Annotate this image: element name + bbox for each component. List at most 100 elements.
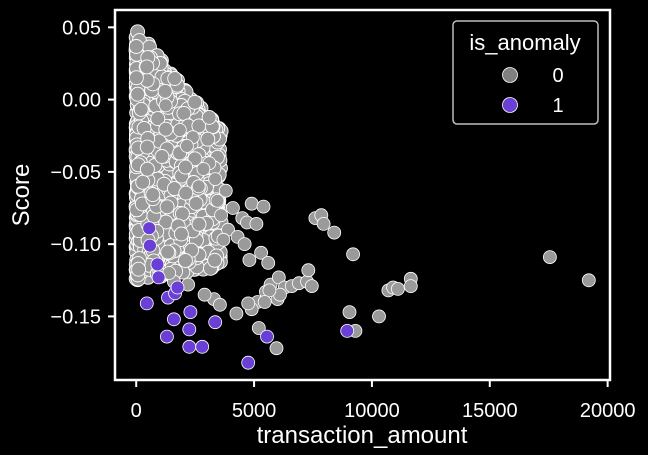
point-series-1 — [260, 329, 274, 344]
point-series-1 — [208, 315, 223, 330]
legend-title: is_anomaly — [469, 30, 580, 55]
dense-point — [154, 149, 170, 164]
dense-point — [178, 159, 193, 175]
point-series-0 — [581, 273, 596, 288]
point-series-0 — [543, 250, 557, 265]
point-series-0 — [172, 123, 187, 137]
point-series-0 — [254, 245, 269, 260]
y-axis-label: Score — [8, 164, 35, 227]
point-series-0 — [225, 201, 240, 215]
dense-point — [207, 252, 223, 268]
point-series-1 — [150, 257, 165, 272]
point-series-0 — [249, 216, 264, 231]
point-series-0 — [251, 321, 266, 335]
point-series-0 — [229, 306, 244, 321]
x-axis-label: transaction_amount — [257, 422, 468, 449]
dense-point — [145, 187, 161, 203]
point-series-0 — [262, 283, 277, 298]
dense-point — [187, 151, 203, 167]
dense-point — [159, 199, 175, 215]
point-series-0 — [212, 297, 227, 312]
point-series-0 — [271, 270, 286, 285]
point-series-0 — [214, 208, 229, 223]
point-series-1 — [159, 329, 174, 344]
dense-point — [177, 253, 193, 268]
point-series-0 — [316, 216, 331, 231]
dense-point — [176, 105, 192, 121]
point-series-0 — [256, 199, 271, 214]
point-series-1 — [182, 339, 197, 354]
y-tick-label: −0.05 — [50, 162, 101, 184]
point-series-1 — [183, 305, 198, 320]
legend-label-0: 0 — [552, 65, 563, 87]
y-tick-label: −0.15 — [50, 306, 101, 328]
point-series-0 — [244, 196, 259, 211]
dense-point — [139, 139, 155, 155]
point-series-1 — [142, 221, 157, 236]
dense-point — [139, 161, 155, 177]
point-series-0 — [210, 193, 225, 208]
y-tick-label: −0.10 — [50, 234, 101, 256]
legend-marker-1 — [502, 97, 518, 113]
point-series-1 — [139, 296, 154, 311]
legend-label-1: 1 — [552, 95, 563, 117]
point-series-0 — [237, 237, 252, 252]
point-series-1 — [151, 270, 166, 285]
point-series-0 — [216, 232, 231, 247]
dense-point — [173, 226, 189, 242]
point-series-0 — [257, 295, 272, 309]
point-series-1 — [340, 323, 355, 338]
dense-point — [188, 195, 204, 211]
x-tick-label: 20000 — [580, 400, 636, 422]
dense-point — [150, 111, 166, 127]
point-series-0 — [158, 98, 173, 113]
x-tick-label: 0 — [131, 400, 142, 422]
dense-point — [158, 121, 174, 137]
point-series-0 — [304, 279, 319, 294]
dense-point — [160, 244, 176, 260]
dense-point — [139, 59, 155, 75]
dense-point — [167, 71, 183, 86]
legend: is_anomaly 0 1 — [452, 20, 599, 125]
point-series-1 — [241, 355, 256, 370]
y-tick-label: 0.05 — [62, 17, 101, 39]
dense-point — [191, 216, 207, 232]
point-series-1 — [182, 322, 197, 337]
point-series-0 — [208, 172, 223, 187]
point-series-1 — [195, 339, 210, 354]
scatter-points — [139, 98, 596, 370]
point-series-0 — [327, 225, 342, 240]
point-series-0 — [218, 183, 233, 198]
point-series-0 — [342, 305, 357, 320]
point-series-0 — [261, 255, 276, 270]
point-series-0 — [197, 287, 212, 302]
x-tick-label: 10000 — [344, 400, 400, 422]
dense-point — [187, 94, 203, 110]
dense-point — [201, 109, 217, 125]
x-axis: 0 5000 10000 15000 20000 — [131, 380, 636, 422]
point-series-0 — [403, 279, 418, 294]
dense-point — [133, 101, 149, 117]
y-axis: 0.05 0.00 −0.05 −0.10 −0.15 — [50, 17, 115, 328]
dense-point — [130, 86, 146, 102]
x-tick-label: 15000 — [462, 400, 518, 422]
dense-point — [200, 131, 216, 147]
dense-point — [128, 70, 144, 86]
dense-point — [128, 39, 144, 54]
dense-point — [135, 174, 151, 190]
y-tick-label: 0.00 — [62, 90, 101, 112]
point-series-1 — [142, 238, 157, 253]
point-series-0 — [241, 296, 256, 311]
point-series-1 — [166, 312, 181, 327]
dense-point-cloud — [128, 24, 229, 288]
dense-point — [157, 83, 173, 99]
dense-point — [178, 185, 194, 201]
plot-frame — [113, 8, 612, 382]
dense-point — [131, 261, 147, 277]
point-series-0 — [196, 162, 211, 176]
x-tick-label: 5000 — [232, 400, 277, 422]
legend-marker-0 — [502, 67, 518, 83]
legend-box — [452, 20, 599, 125]
point-series-0 — [372, 309, 386, 324]
